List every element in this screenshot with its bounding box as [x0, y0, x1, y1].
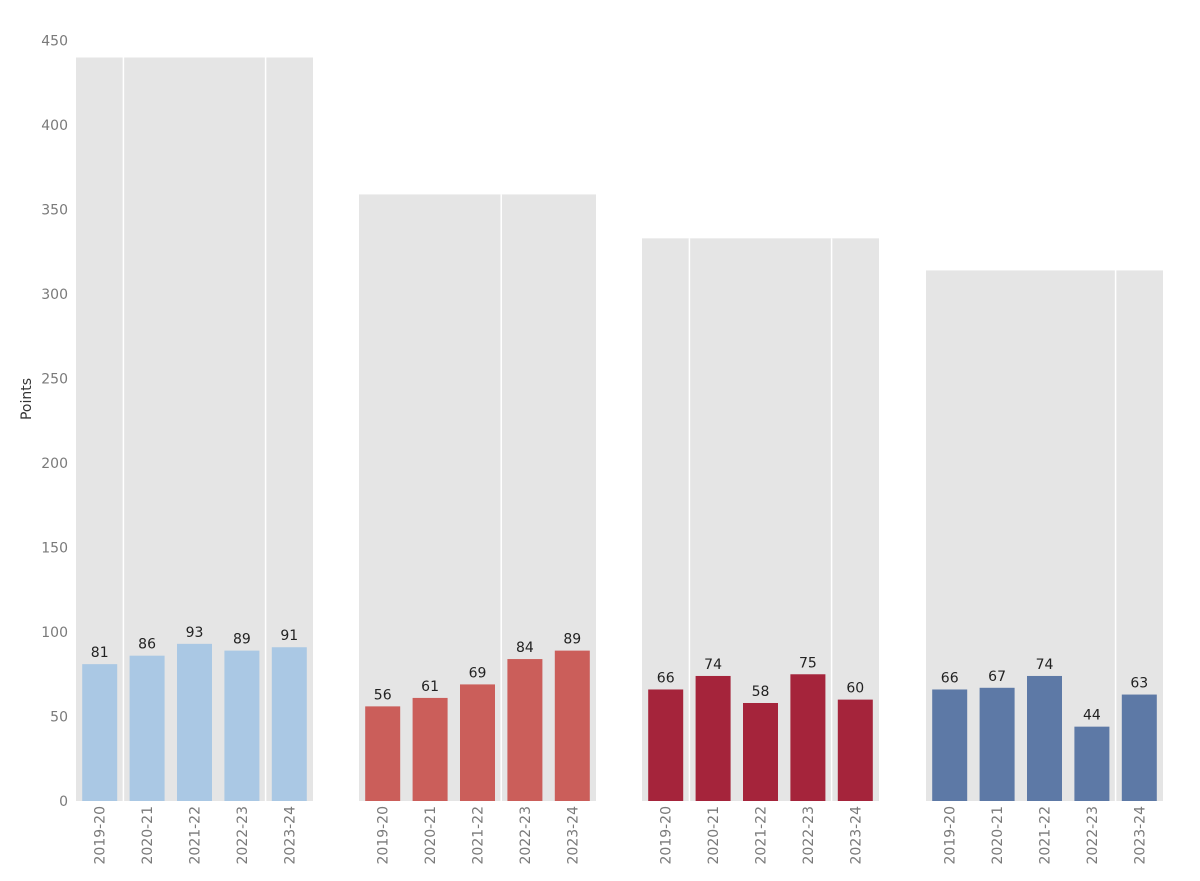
- x-tick-label: 2020-21: [706, 806, 722, 865]
- bar: [743, 702, 778, 801]
- data-label: 66: [941, 670, 959, 686]
- bar: [129, 655, 165, 801]
- x-tick-label: 2022-23: [518, 806, 534, 865]
- x-tick-label: 2023-24: [565, 806, 581, 865]
- x-tick-label: 2022-23: [1085, 806, 1101, 865]
- x-tick-label: 2020-21: [423, 806, 439, 865]
- bar: [648, 689, 684, 801]
- data-label: 93: [186, 625, 204, 641]
- x-tick-label: 2021-22: [1038, 806, 1054, 865]
- x-tick-label: 2023-24: [1132, 806, 1148, 865]
- x-tick-label: 2019-20: [93, 806, 109, 865]
- data-label: 84: [516, 640, 534, 656]
- data-label: 74: [704, 657, 722, 673]
- data-label: 69: [469, 665, 487, 681]
- bar: [460, 684, 495, 801]
- bar: [271, 647, 307, 801]
- x-tick-label: 2020-21: [140, 806, 156, 865]
- data-label: 58: [752, 684, 770, 700]
- x-tick-label: 2019-20: [943, 806, 959, 865]
- bar: [790, 674, 826, 801]
- x-tick-label: 2023-24: [848, 806, 864, 865]
- y-tick-label: 50: [50, 710, 68, 726]
- x-tick-label: 2022-23: [801, 806, 817, 865]
- y-tick-label: 150: [41, 541, 68, 557]
- bar: [365, 706, 401, 801]
- data-label: 74: [1036, 657, 1054, 673]
- y-tick-label: 300: [41, 287, 68, 303]
- bar: [837, 699, 873, 801]
- y-tick-label: 0: [59, 794, 68, 810]
- data-label: 56: [374, 687, 392, 703]
- data-label: 86: [138, 637, 156, 653]
- bar: [177, 643, 212, 801]
- bar: [979, 687, 1015, 801]
- y-axis-title: Points: [19, 378, 35, 420]
- data-label: 91: [280, 628, 298, 644]
- data-label: 89: [563, 632, 581, 648]
- x-tick-label: 2021-22: [188, 806, 204, 865]
- x-tick-label: 2022-23: [235, 806, 251, 865]
- bar: [224, 650, 260, 801]
- bar: [507, 659, 543, 801]
- panel-1: 81 2019-20 86 2020-21 93 2021-22 89 2022-23 91 20…: [76, 57, 313, 865]
- y-axis: 0 50 100 150 200 250 300 350 400 450: [41, 34, 68, 810]
- panel-2: 56 2019-20 61 2020-21 69 2021-22 84 2022-23 89 20…: [359, 194, 596, 865]
- bar: [82, 664, 118, 801]
- bar: [1074, 726, 1110, 801]
- data-label: 61: [421, 679, 439, 695]
- x-tick-label: 2019-20: [659, 806, 675, 865]
- y-tick-label: 200: [41, 456, 68, 472]
- y-tick-label: 250: [41, 372, 68, 388]
- bar: [695, 675, 731, 801]
- y-tick-label: 100: [41, 625, 68, 641]
- data-label: 66: [657, 670, 675, 686]
- x-tick-label: 2021-22: [754, 806, 770, 865]
- bar: [1121, 694, 1157, 801]
- data-label: 81: [91, 645, 109, 661]
- data-label: 89: [233, 632, 251, 648]
- y-tick-label: 400: [41, 118, 68, 134]
- x-tick-label: 2023-24: [282, 806, 298, 865]
- data-label: 75: [799, 655, 817, 671]
- bar: [932, 689, 968, 801]
- x-tick-label: 2021-22: [471, 806, 487, 865]
- data-label: 67: [988, 669, 1006, 685]
- bar: [554, 650, 590, 801]
- y-tick-label: 450: [41, 34, 68, 50]
- y-tick-label: 350: [41, 203, 68, 219]
- x-tick-label: 2019-20: [376, 806, 392, 865]
- data-label: 44: [1083, 708, 1101, 724]
- bar: [1027, 675, 1062, 801]
- chart-panels: 81 2019-20 86 2020-21 93 2021-22 89 2022-23 91 20…: [76, 57, 1163, 865]
- bar: [412, 697, 448, 801]
- panel-4: 66 2019-20 67 2020-21 74 2021-22 44 2022-23 63 20…: [926, 270, 1163, 865]
- data-label: 60: [846, 681, 864, 697]
- data-label: 63: [1130, 676, 1148, 692]
- x-tick-label: 2020-21: [990, 806, 1006, 865]
- panel-3: 66 2019-20 74 2020-21 58 2021-22 75 2022-23 60 20…: [642, 238, 879, 865]
